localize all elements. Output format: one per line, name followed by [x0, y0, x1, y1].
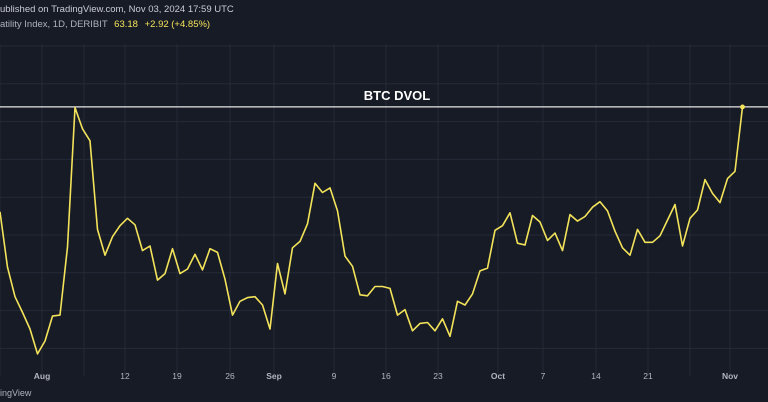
x-tick-label: 21 [643, 371, 653, 381]
x-tick-label: Sep [266, 371, 282, 381]
brand-label: ingView [0, 388, 32, 398]
x-tick-label: Oct [491, 371, 505, 381]
x-tick-label: 12 [120, 371, 130, 381]
symbol-legend: atility Index, 1D, DERIBIT 63.18 +2.92 (… [0, 19, 210, 30]
symbol-name: atility Index, 1D, DERIBIT [0, 19, 108, 30]
x-tick-label: 7 [541, 371, 546, 381]
chart-header: ublished on TradingView.com, Nov 03, 202… [0, 0, 768, 42]
x-tick-label: Aug [34, 371, 51, 381]
x-tick-label: 16 [381, 371, 391, 381]
x-tick-label: 23 [433, 371, 443, 381]
x-tick-label: 9 [332, 371, 337, 381]
chart-title: BTC DVOL [364, 88, 431, 103]
x-tick-label: 14 [591, 371, 601, 381]
last-point-marker [740, 104, 745, 110]
published-info: ublished on TradingView.com, Nov 03, 202… [0, 4, 234, 15]
series-line [0, 106, 744, 355]
x-tick-label: Nov [722, 371, 738, 381]
x-axis: Aug 12 19 26 Sep 9 16 23 Oct 7 14 21 Nov [34, 371, 739, 381]
last-price: 63.18 [114, 19, 138, 30]
x-tick-label: 26 [225, 371, 235, 381]
price-change: +2.92 (+4.85%) [144, 19, 211, 30]
x-tick-label: 19 [172, 371, 182, 381]
grid [0, 44, 768, 376]
